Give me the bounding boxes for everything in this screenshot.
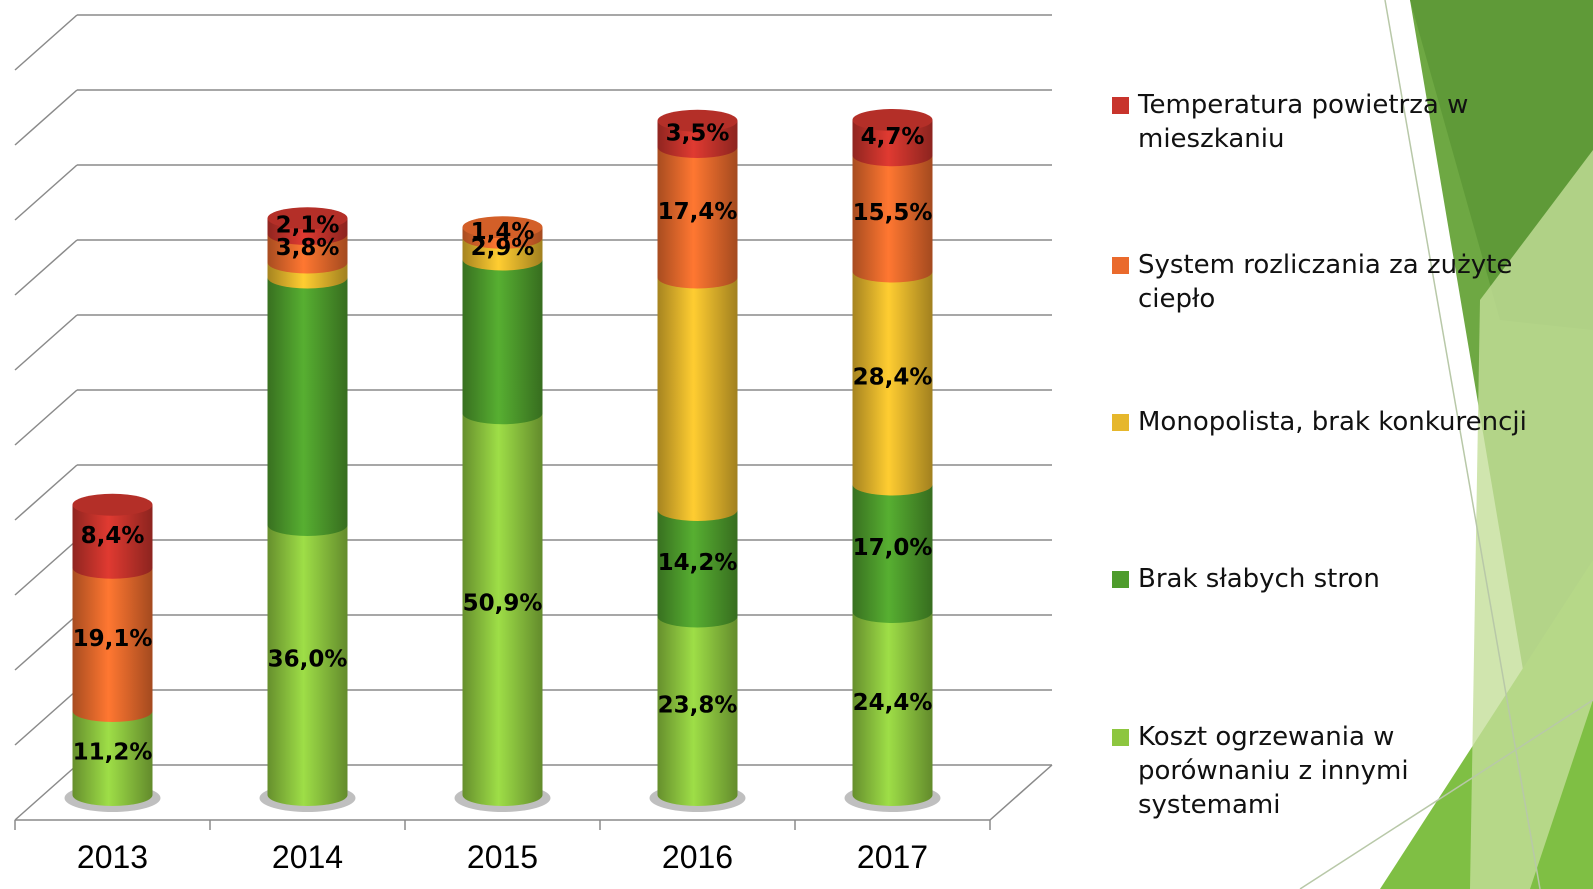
deco-line: [1299, 699, 1593, 889]
cylinder-top: [72, 493, 153, 516]
legend-label: Temperatura powietrza w mieszkaniu: [1138, 90, 1469, 154]
data-label: 24,4%: [853, 690, 933, 716]
legend-swatch: [1112, 97, 1129, 114]
legend-swatch: [1112, 571, 1129, 588]
bar: [267, 525, 348, 795]
legend-entry: Monopolista, brak konkurencji: [1112, 405, 1552, 439]
legend-swatch: [1112, 257, 1129, 274]
data-label: 17,0%: [853, 535, 933, 561]
grid-line-side: [14, 14, 78, 71]
x-tick-label: 2015: [467, 839, 538, 875]
legend-swatch: [1112, 729, 1129, 746]
cylinder-top: [462, 216, 543, 239]
legend-entry: System rozliczania za zużyte ciepło: [1112, 248, 1552, 316]
data-label: 14,2%: [658, 550, 738, 576]
plot-area: 2013 2014 2015 2016 2017 11,2% 19,1% 8,4% 36,0% 3…: [14, 14, 1053, 875]
grid-line-side: [14, 239, 78, 296]
grid-line-side: [14, 539, 78, 596]
legend-label: Monopolista, brak konkurencji: [1138, 407, 1527, 437]
deco: [1470, 150, 1593, 889]
legend-label: Brak słabych stron: [1138, 564, 1380, 594]
data-label: 2,1%: [276, 213, 340, 239]
data-label: 15,5%: [853, 200, 933, 226]
grid-line-side: [14, 164, 78, 221]
x-tick-label: 2013: [77, 839, 148, 875]
legend-label: System rozliczania za zużyte ciepło: [1138, 250, 1513, 314]
bar: [267, 277, 348, 525]
data-label: 3,5%: [666, 120, 730, 146]
data-label: 1,4%: [471, 219, 535, 245]
bar: [852, 484, 933, 612]
grid-line-side: [14, 614, 78, 671]
background-decoration: [1299, 0, 1593, 889]
data-label: 50,9%: [463, 591, 543, 617]
bar: [852, 271, 933, 485]
x-tick-label: 2016: [662, 839, 733, 875]
grid-line-side: [14, 89, 78, 146]
bar: [72, 711, 153, 795]
bar: [657, 510, 738, 617]
cylinder-top: [267, 207, 348, 230]
bar: [852, 612, 933, 795]
legend-entry: Temperatura powietrza w mieszkaniu: [1112, 88, 1552, 156]
deco-line: [1384, 0, 1541, 889]
bar: [72, 567, 153, 711]
grid-line-side: [14, 764, 78, 821]
data-label: 36,0%: [268, 647, 348, 673]
data-label: 11,2%: [73, 740, 153, 766]
cylinder-top: [852, 109, 933, 131]
data-label: 19,1%: [73, 626, 153, 652]
x-tick-label: 2014: [272, 839, 343, 875]
data-label: 23,8%: [658, 692, 738, 718]
grid-line-side: [14, 464, 78, 521]
data-label: 8,4%: [81, 523, 145, 549]
data-label: 3,8%: [276, 235, 340, 261]
cylinder-top: [657, 109, 738, 132]
data-label: 17,4%: [658, 199, 738, 225]
legend-entry: Brak słabych stron: [1112, 562, 1552, 596]
grid-line-side: [14, 389, 78, 446]
bar: [657, 147, 738, 278]
grid-line-side: [14, 314, 78, 371]
data-label: 2,9%: [471, 235, 535, 261]
bar: [657, 277, 738, 510]
data-label: 28,4%: [853, 365, 933, 391]
bar: [462, 413, 543, 795]
bar: [462, 259, 543, 414]
bar: [657, 616, 738, 795]
legend-label: Koszt ogrzewania w porównaniu z innymi s…: [1138, 722, 1409, 820]
legend-entry: Koszt ogrzewania w porównaniu z innymi s…: [1112, 720, 1552, 822]
bar: [852, 155, 933, 272]
data-label: 4,7%: [861, 124, 925, 150]
legend-swatch: [1112, 414, 1129, 431]
grid-line-side: [14, 689, 78, 746]
x-tick-label: 2017: [857, 839, 928, 875]
